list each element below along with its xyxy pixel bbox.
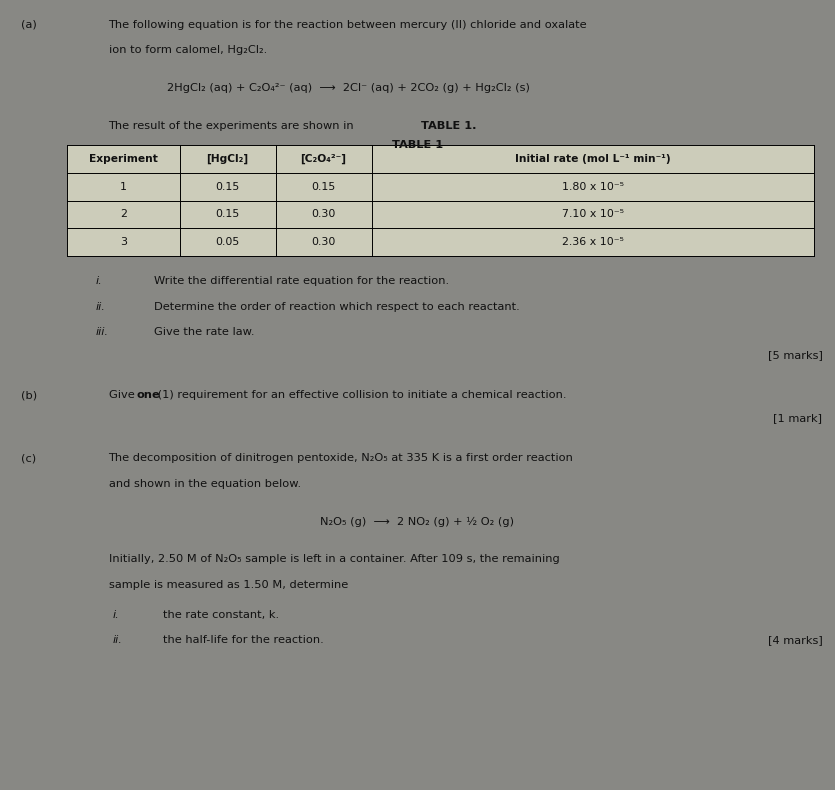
Text: (a): (a) xyxy=(21,20,37,30)
Text: sample is measured as 1.50 M, determine: sample is measured as 1.50 M, determine xyxy=(109,580,348,589)
FancyBboxPatch shape xyxy=(67,145,814,256)
Text: Experiment: Experiment xyxy=(89,154,158,164)
Text: The following equation is for the reaction between mercury (II) chloride and oxa: The following equation is for the reacti… xyxy=(109,20,587,30)
Text: Write the differential rate equation for the reaction.: Write the differential rate equation for… xyxy=(154,276,449,286)
Text: Determine the order of reaction which respect to each reactant.: Determine the order of reaction which re… xyxy=(154,302,520,311)
Text: [4 marks]: [4 marks] xyxy=(767,635,822,645)
Text: [C₂O₄²⁻]: [C₂O₄²⁻] xyxy=(301,154,347,164)
Text: the rate constant, k.: the rate constant, k. xyxy=(163,610,279,620)
Text: [HgCl₂]: [HgCl₂] xyxy=(206,154,249,164)
Text: i.: i. xyxy=(96,276,103,286)
Text: i.: i. xyxy=(113,610,119,620)
Text: TABLE 1.: TABLE 1. xyxy=(421,121,476,131)
Text: ion to form calomel, Hg₂Cl₂.: ion to form calomel, Hg₂Cl₂. xyxy=(109,45,267,55)
Text: 0.30: 0.30 xyxy=(311,209,336,220)
Text: and shown in the equation below.: and shown in the equation below. xyxy=(109,479,301,488)
Text: 1: 1 xyxy=(119,182,127,192)
Text: Initially, 2.50 M of N₂O₅ sample is left in a container. After 109 s, the remain: Initially, 2.50 M of N₂O₅ sample is left… xyxy=(109,555,559,564)
Text: ii.: ii. xyxy=(96,302,106,311)
Text: 2HgCl₂ (aq) + C₂O₄²⁻ (aq)  ⟶  2Cl⁻ (aq) + 2CO₂ (g) + Hg₂Cl₂ (s): 2HgCl₂ (aq) + C₂O₄²⁻ (aq) ⟶ 2Cl⁻ (aq) + … xyxy=(167,83,530,93)
Text: one: one xyxy=(136,390,159,400)
Text: 1.80 x 10⁻⁵: 1.80 x 10⁻⁵ xyxy=(562,182,624,192)
Text: 0.05: 0.05 xyxy=(215,237,240,247)
Text: 0.15: 0.15 xyxy=(215,209,240,220)
Text: [1 mark]: [1 mark] xyxy=(773,413,822,423)
Text: [5 marks]: [5 marks] xyxy=(767,350,822,359)
Text: 0.30: 0.30 xyxy=(311,237,336,247)
Text: (1) requirement for an effective collision to initiate a chemical reaction.: (1) requirement for an effective collisi… xyxy=(154,390,567,400)
Text: 2.36 x 10⁻⁵: 2.36 x 10⁻⁵ xyxy=(562,237,624,247)
Text: 2: 2 xyxy=(119,209,127,220)
Text: 7.10 x 10⁻⁵: 7.10 x 10⁻⁵ xyxy=(562,209,624,220)
Text: 3: 3 xyxy=(119,237,127,247)
Text: Give: Give xyxy=(109,390,138,400)
Text: (b): (b) xyxy=(21,390,37,400)
Text: TABLE 1: TABLE 1 xyxy=(392,140,443,150)
Text: The decomposition of dinitrogen pentoxide, N₂O₅ at 335 K is a first order reacti: The decomposition of dinitrogen pentoxid… xyxy=(109,453,574,463)
Text: N₂O₅ (g)  ⟶  2 NO₂ (g) + ½ O₂ (g): N₂O₅ (g) ⟶ 2 NO₂ (g) + ½ O₂ (g) xyxy=(321,517,514,527)
Text: 0.15: 0.15 xyxy=(215,182,240,192)
Text: ii.: ii. xyxy=(113,635,123,645)
Text: The result of the experiments are shown in: The result of the experiments are shown … xyxy=(109,121,358,131)
Text: the half-life for the reaction.: the half-life for the reaction. xyxy=(163,635,324,645)
Text: (c): (c) xyxy=(21,453,36,463)
Text: iii.: iii. xyxy=(96,327,109,337)
Text: Give the rate law.: Give the rate law. xyxy=(154,327,255,337)
Text: Initial rate (mol L⁻¹ min⁻¹): Initial rate (mol L⁻¹ min⁻¹) xyxy=(515,154,671,164)
Text: 0.15: 0.15 xyxy=(311,182,336,192)
